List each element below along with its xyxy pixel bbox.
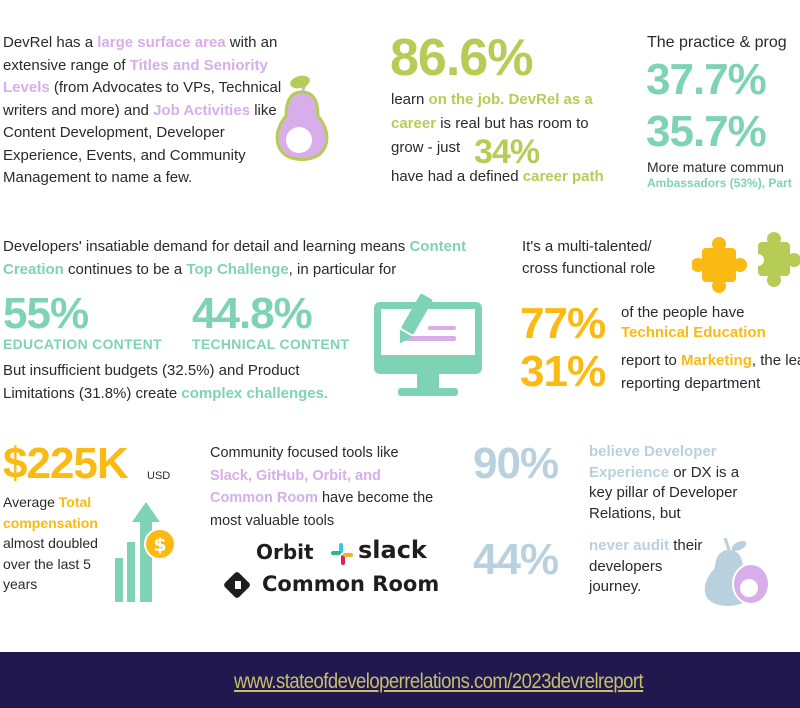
stat-marketing: 31%: [520, 347, 606, 396]
surface-area-panel: DevRel has a large surface area with an …: [0, 22, 375, 194]
role-panel: It's a multi-talented/ cross functional …: [512, 230, 800, 410]
tools-text: Community focused tools like Slack, GitH…: [210, 445, 434, 529]
stat-practice-1: 37.7%: [646, 55, 767, 104]
role-highlight-1: Technical Education: [621, 324, 766, 341]
compensation-panel: $225K USD Average Total compensation alm…: [0, 430, 190, 610]
avocado-icon: [275, 75, 329, 161]
stat-never-audit: 44%: [473, 535, 559, 584]
tools-panel: Community focused tools like Slack, GitH…: [200, 430, 450, 610]
practice-heading: The practice & prog: [647, 34, 787, 51]
growth-bars-dollar-icon: $: [115, 502, 176, 602]
monitor-pen-icon: [374, 293, 482, 396]
compensation-unit: USD: [147, 470, 171, 482]
label-education-content: EDUCATION CONTENT: [3, 336, 162, 352]
content-challenges: But insufficient budgets (32.5%) and Pro…: [3, 362, 329, 402]
stat-technical-education: 77%: [520, 299, 606, 348]
dx-text-2: never audit their developers journey.: [589, 537, 703, 595]
orbit-logo: Orbit: [256, 540, 314, 564]
learning-panel: 86.6% learn on the job. DevRel as a care…: [378, 22, 628, 194]
practice-panel: The practice & prog 37.7% 35.7% More mat…: [636, 22, 800, 194]
surface-area-text: DevRel has a large surface area with an …: [3, 34, 282, 186]
role-text-2: report to Marketing, the lead reporting …: [621, 352, 800, 392]
stat-education-content: 55%: [3, 289, 89, 338]
stat-technical-content: 44.8%: [192, 289, 313, 338]
practice-footer-highlight: Ambassadors (53%), Part: [647, 176, 792, 190]
stat-compensation: $225K: [3, 439, 129, 488]
stat-practice-2: 35.7%: [646, 107, 767, 156]
svg-text:$: $: [153, 534, 166, 556]
content-intro: Developers' insatiable demand for detail…: [3, 238, 467, 278]
stat-learn-on-job: 86.6%: [390, 29, 533, 87]
label-technical-content: TECHNICAL CONTENT: [192, 336, 350, 352]
slack-logo: slack: [358, 536, 427, 564]
dx-text-1: believe Developer Experience or DX is a …: [589, 443, 740, 522]
puzzle-pieces-icon: [692, 232, 800, 293]
content-panel: Developers' insatiable demand for detail…: [0, 230, 505, 410]
role-text-1: of the people have: [621, 304, 745, 321]
stat-career-path: 34%: [474, 133, 540, 171]
report-link[interactable]: www.stateofdeveloperrelations.com/2023de…: [234, 670, 644, 693]
common-room-icon: [224, 572, 250, 598]
learning-text-2: have had a defined career path: [391, 168, 604, 185]
learning-text: learn on the job. DevRel as a career is …: [391, 91, 593, 156]
role-intro: It's a multi-talented/ cross functional …: [522, 238, 656, 277]
footer-bar: www.stateofdeveloperrelations.com/2023de…: [0, 652, 800, 708]
dx-panel: 90% believe Developer Experience or DX i…: [465, 430, 800, 610]
avocado-icon: [704, 537, 770, 606]
slack-icon: [331, 543, 353, 565]
stat-developer-experience: 90%: [473, 439, 559, 488]
common-room-logo: Common Room: [262, 572, 440, 596]
practice-footer-text: More mature commun: [647, 159, 784, 175]
compensation-text: Average Total compensation almost double…: [3, 494, 98, 592]
